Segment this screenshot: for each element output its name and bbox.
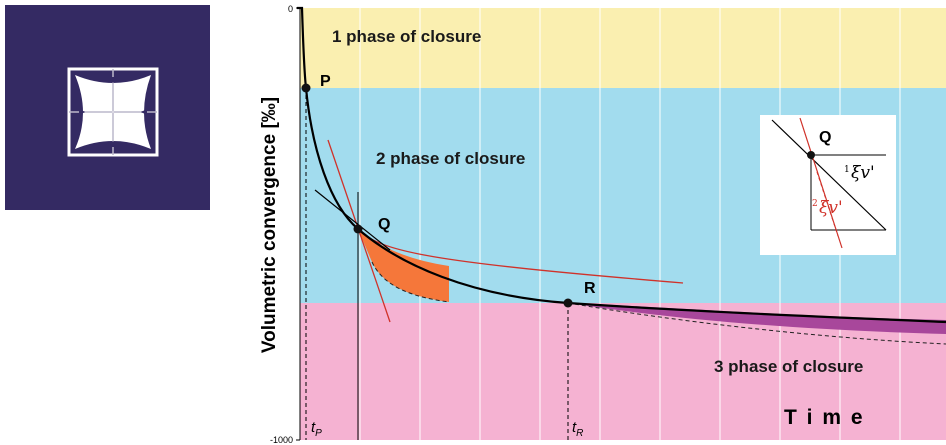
inset-rate2-symbol: ξv': [819, 198, 843, 218]
point-r-marker: [563, 298, 573, 308]
point-q-marker: [353, 224, 363, 234]
cross-section-icon: [5, 5, 210, 210]
tr-label: tR: [572, 419, 583, 439]
phase2-label: 2 phase of closure: [376, 149, 525, 168]
phase1-band: [300, 8, 946, 88]
chord-line: [314, 189, 391, 251]
inset-point-q-marker: [807, 151, 815, 159]
point-p-marker: [301, 83, 311, 93]
phase1-label: 1 phase of closure: [332, 27, 481, 46]
phase3-label: 3 phase of closure: [714, 357, 863, 376]
inset-rate2-prefix: 2: [812, 199, 818, 209]
inset-point-q-label: Q: [819, 129, 831, 146]
inset-rate1-prefix: 1: [844, 165, 850, 175]
point-p-label: P: [320, 73, 331, 90]
y-tick-top: 0: [288, 4, 293, 14]
y-axis-label: Volumetric convergence [‰]: [259, 97, 280, 353]
tp-label: tP: [311, 419, 322, 439]
time-axis-label: T i m e: [784, 406, 865, 429]
point-r-label: R: [584, 280, 596, 297]
inset-rate1-symbol: ξv': [851, 163, 875, 183]
purple-area: [568, 303, 946, 334]
inset-detail: Q 1 ξv' 2 ξv': [760, 115, 896, 255]
point-q-label: Q: [378, 216, 390, 233]
grid-lines: [359, 8, 901, 440]
y-tick-bottom: -1000: [270, 435, 293, 445]
